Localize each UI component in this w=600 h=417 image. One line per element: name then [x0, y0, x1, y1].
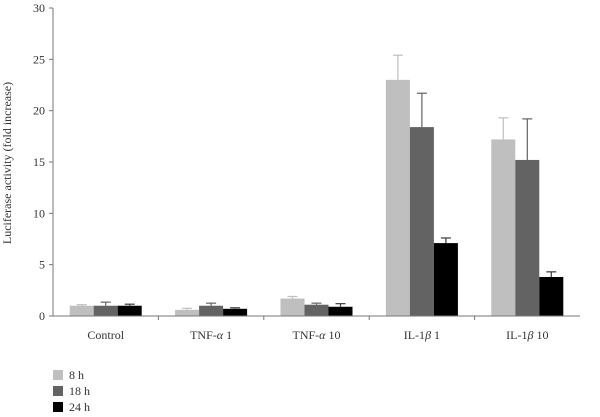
- bar: [223, 308, 248, 316]
- bar: [385, 79, 410, 316]
- legend-swatch: [53, 386, 63, 396]
- y-axis-label: Luciferase activity (fold increase): [0, 82, 14, 244]
- bar: [69, 305, 94, 316]
- bar: [93, 305, 118, 316]
- y-tick-label: 5: [39, 258, 45, 272]
- y-tick-label: 15: [33, 155, 45, 169]
- y-axis-ticks: 0 5 10 15 20 25 30: [33, 1, 53, 323]
- bar: [515, 159, 540, 316]
- legend-swatch: [53, 370, 63, 380]
- legend-item-8h: 8 h: [53, 367, 90, 383]
- bar: [328, 306, 353, 316]
- legend-label: 24 h: [69, 399, 90, 414]
- bar: [304, 304, 329, 316]
- x-tick-label: TNF-α 1: [190, 328, 232, 342]
- bar: [491, 139, 516, 316]
- y-tick-label: 0: [39, 309, 45, 323]
- y-tick-label: 20: [33, 104, 45, 118]
- x-tick-label: Control: [87, 328, 124, 342]
- bar: [280, 298, 305, 316]
- x-tick-label: TNF-α 10: [293, 328, 341, 342]
- bar: [433, 243, 458, 316]
- bar: [539, 276, 564, 316]
- bar: [199, 305, 224, 316]
- y-tick-label: 10: [33, 206, 45, 220]
- x-axis-ticks: Control TNF-α 1 TNF-α 10 IL-1β 1 IL-1β 10: [87, 316, 548, 342]
- bar: [409, 127, 434, 317]
- x-tick-label: IL-1β 10: [506, 328, 548, 342]
- bar: [175, 309, 200, 316]
- x-tick-label: IL-1β 1: [404, 328, 440, 342]
- y-tick-label: 30: [33, 1, 45, 15]
- legend-label: 18 h: [69, 383, 90, 398]
- legend-item-18h: 18 h: [53, 383, 90, 399]
- legend-label: 8 h: [69, 367, 84, 382]
- legend: 8 h 18 h 24 h: [53, 367, 90, 415]
- legend-item-24h: 24 h: [53, 399, 90, 415]
- y-tick-label: 25: [33, 52, 45, 66]
- bars: [69, 54, 564, 317]
- bar: [117, 305, 142, 316]
- legend-swatch: [53, 402, 63, 412]
